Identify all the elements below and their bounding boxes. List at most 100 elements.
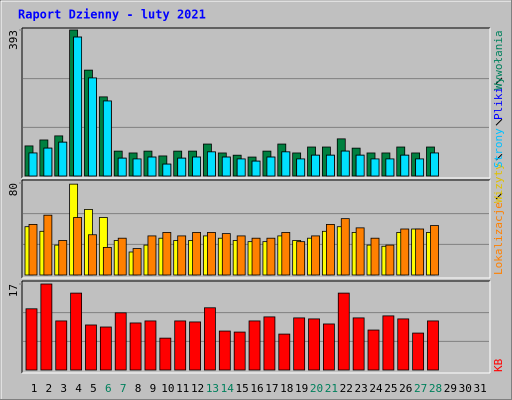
bar <box>40 283 53 371</box>
bar <box>88 234 97 276</box>
x-tick-label: 24 <box>369 382 383 395</box>
bar <box>311 154 320 177</box>
chart-title: Raport Dzienny - luty 2021 <box>18 8 206 22</box>
x-tick-label: 8 <box>135 382 142 395</box>
bar <box>266 237 276 276</box>
bar <box>355 154 365 177</box>
bar <box>430 152 439 177</box>
bar <box>385 158 395 177</box>
bar <box>162 232 172 276</box>
bar <box>162 163 172 177</box>
bar <box>281 232 291 276</box>
bar <box>251 237 261 276</box>
bar <box>400 228 410 276</box>
bar <box>204 307 216 371</box>
bar <box>311 235 320 276</box>
bar <box>207 151 216 177</box>
bar <box>415 158 425 177</box>
bar <box>177 157 187 177</box>
x-tick-label: 25 <box>384 382 397 395</box>
bar <box>177 235 187 276</box>
bar <box>159 337 172 371</box>
bar <box>28 152 38 177</box>
y-tick-label: 17 <box>7 284 20 297</box>
x-tick-label: 13 <box>206 382 219 395</box>
bar <box>218 330 231 371</box>
legend-label: Pliki <box>492 87 505 120</box>
bar <box>114 312 127 371</box>
bar <box>58 141 68 177</box>
bar <box>73 217 83 276</box>
bar <box>370 237 380 276</box>
bar <box>147 235 157 276</box>
bar <box>293 317 306 371</box>
bar <box>189 321 201 371</box>
bar <box>73 36 83 177</box>
x-tick-label: 23 <box>355 382 368 395</box>
x-tick-label: 22 <box>340 382 353 395</box>
bar <box>415 228 425 276</box>
x-tick-label: 14 <box>221 382 235 395</box>
bar <box>221 156 231 177</box>
x-tick-label: 27 <box>414 382 427 395</box>
legend-label: Lokalizacje <box>492 202 505 275</box>
legend-separator <box>495 77 503 85</box>
x-tick-label: 1 <box>31 382 38 395</box>
bar <box>385 244 395 276</box>
legend-label: Wywołania <box>492 30 505 90</box>
bar <box>355 227 365 276</box>
x-tick-label: 6 <box>105 382 112 395</box>
bar <box>322 323 335 371</box>
bar <box>308 318 320 371</box>
bar <box>55 320 68 371</box>
bar <box>400 154 410 177</box>
bar <box>132 158 142 177</box>
x-tick-label: 4 <box>75 382 82 395</box>
x-tick-label: 20 <box>310 382 323 395</box>
bar <box>207 232 216 276</box>
x-tick-label: 28 <box>429 382 442 395</box>
bar <box>325 154 335 177</box>
bar <box>352 317 365 371</box>
bar <box>43 214 53 276</box>
legend-label: Wizyty <box>492 163 505 203</box>
legend-separator <box>495 192 503 200</box>
bar <box>340 150 350 177</box>
x-tick-label: 3 <box>60 382 67 395</box>
bar <box>382 315 395 371</box>
y-tick-label: 80 <box>7 183 20 196</box>
bar <box>412 332 425 371</box>
bar <box>99 326 112 371</box>
x-tick-label: 11 <box>176 382 189 395</box>
bar <box>43 147 53 177</box>
bar <box>296 241 306 276</box>
bar <box>174 320 187 371</box>
bar <box>192 232 201 276</box>
bar <box>266 156 276 177</box>
bar <box>340 218 350 276</box>
bar <box>248 320 261 371</box>
bar <box>221 233 231 276</box>
bar <box>397 318 410 371</box>
bar <box>144 320 157 371</box>
legend-separator <box>495 153 503 161</box>
legend-label: KB <box>492 358 505 372</box>
x-tick-label: 5 <box>90 382 97 395</box>
bar <box>25 308 38 371</box>
bar <box>236 158 246 177</box>
bar <box>236 235 246 276</box>
bar <box>430 225 439 276</box>
bar <box>427 320 439 371</box>
bar <box>251 160 261 177</box>
bar <box>102 100 112 177</box>
bar <box>28 223 38 276</box>
bar <box>278 333 291 371</box>
x-tick-label: 30 <box>459 382 472 395</box>
bar <box>233 331 246 371</box>
x-tick-label: 2 <box>46 382 53 395</box>
bar <box>263 316 276 371</box>
x-tick-label: 31 <box>473 382 486 395</box>
bar <box>129 322 142 371</box>
x-tick-label: 10 <box>161 382 174 395</box>
